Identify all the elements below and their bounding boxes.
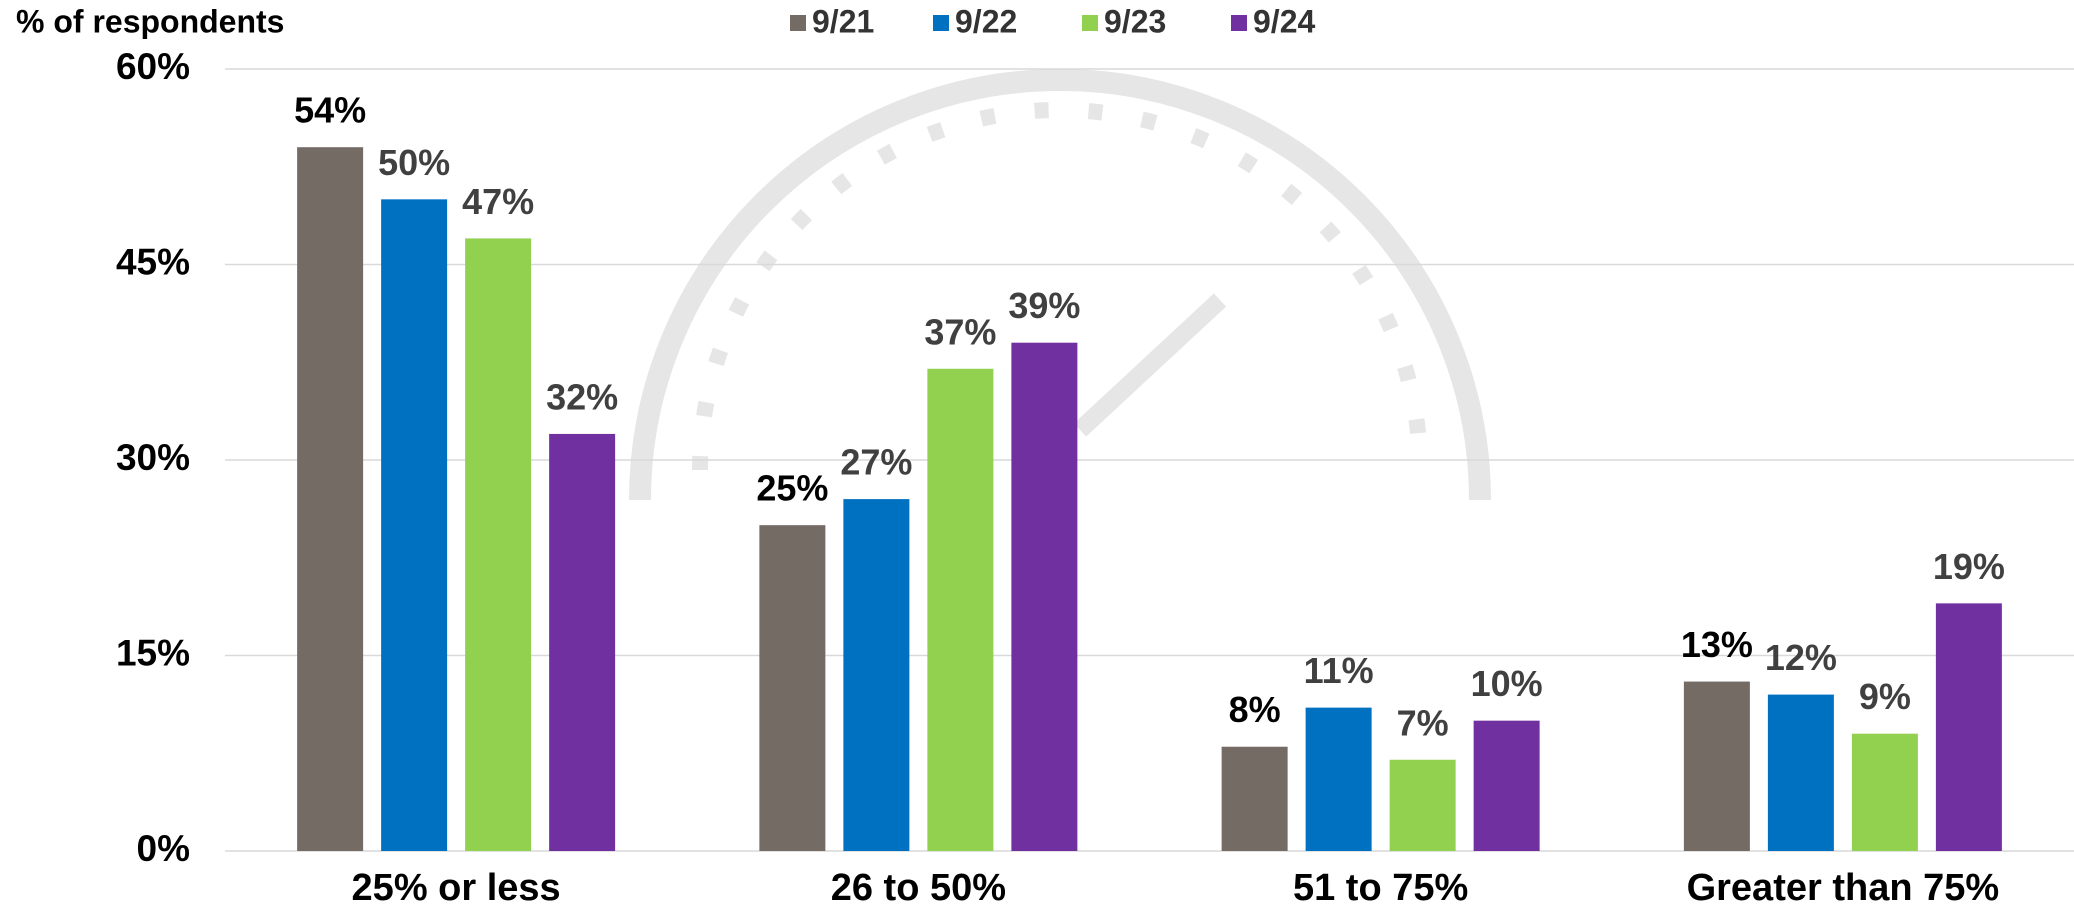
data-label: 47% (462, 181, 534, 222)
bar (759, 525, 826, 851)
bar (297, 147, 364, 851)
data-label: 54% (294, 90, 366, 131)
y-tick-label: 60% (116, 46, 190, 87)
bar (1935, 603, 2002, 851)
data-label: 11% (1304, 650, 1374, 691)
data-label: 25% (756, 468, 828, 509)
legend-label: 9/23 (1104, 3, 1166, 39)
legend-swatch (1231, 15, 1247, 31)
data-label: 10% (1471, 663, 1543, 704)
bar (927, 368, 994, 851)
legend-label: 9/21 (812, 3, 874, 39)
x-tick-label: 26 to 50% (831, 867, 1006, 909)
data-label: 7% (1397, 702, 1449, 743)
y-tick-label: 45% (116, 241, 190, 282)
x-tick-label: 25% or less (352, 867, 561, 909)
legend-label: 9/22 (955, 3, 1017, 39)
data-label: 19% (1933, 546, 2005, 587)
legend-label: 9/24 (1253, 3, 1315, 39)
bar (1767, 694, 1834, 851)
bar (1011, 342, 1078, 851)
x-tick-label: Greater than 75% (1687, 867, 2000, 909)
bar (549, 433, 616, 851)
legend-swatch (790, 15, 806, 31)
bar (465, 238, 532, 851)
bar (1851, 733, 1918, 851)
legend-swatch (933, 15, 949, 31)
bar (1683, 681, 1750, 851)
y-tick-label: 0% (137, 828, 190, 869)
bar (1221, 746, 1288, 851)
data-label: 50% (378, 142, 450, 183)
x-tick-label: 51 to 75% (1293, 867, 1468, 909)
bar (1389, 759, 1456, 851)
bar (381, 199, 448, 852)
bar (843, 499, 910, 851)
data-label: 12% (1765, 637, 1837, 678)
bar (1305, 707, 1372, 851)
legend-swatch (1082, 15, 1098, 31)
bar (1473, 720, 1540, 851)
data-label: 32% (546, 376, 618, 417)
data-label: 37% (924, 311, 996, 352)
data-label: 13% (1681, 624, 1753, 665)
data-label: 27% (840, 442, 912, 483)
y-tick-label: 30% (116, 437, 190, 478)
data-label: 9% (1859, 676, 1911, 717)
data-label: 39% (1008, 285, 1080, 326)
watermark (629, 69, 1491, 501)
data-label: 8% (1229, 689, 1281, 730)
y-tick-label: 15% (116, 632, 190, 673)
y-axis-label: % of respondents (16, 3, 284, 39)
